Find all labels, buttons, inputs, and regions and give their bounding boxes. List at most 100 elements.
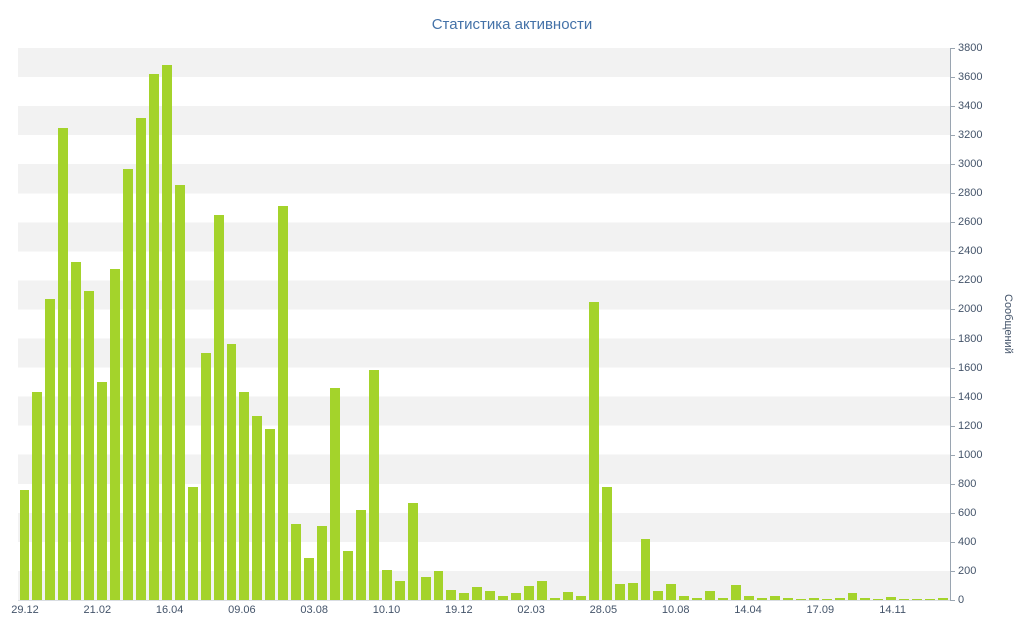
x-axis-label: 28.05 <box>589 604 618 616</box>
bar <box>84 290 95 600</box>
y-axis-label: 3800 <box>958 42 983 54</box>
bar <box>562 592 573 600</box>
y-axis-tick <box>950 483 955 485</box>
bar <box>407 502 418 600</box>
bar <box>731 585 741 600</box>
y-axis-tick <box>950 135 955 137</box>
bar <box>808 598 819 600</box>
bar <box>394 581 405 600</box>
bar <box>239 392 250 600</box>
y-axis-label: 2800 <box>958 187 983 200</box>
y-axis-label: 3000 <box>958 158 983 171</box>
bar <box>330 387 340 600</box>
bar <box>433 570 444 600</box>
y-axis-label: 1000 <box>958 448 983 461</box>
x-axis-label: 10.08 <box>661 604 690 616</box>
bar <box>847 592 858 600</box>
x-axis-label: 17.09 <box>806 604 835 616</box>
bar <box>601 486 612 600</box>
bar <box>769 596 780 600</box>
bar <box>187 486 198 600</box>
bar <box>368 370 379 600</box>
plot-area <box>18 48 950 601</box>
y-axis-tick <box>950 106 955 108</box>
y-axis-tick <box>950 222 955 224</box>
y-axis-label: 2400 <box>958 245 983 258</box>
x-axis-label: 03.08 <box>300 604 328 616</box>
x-axis-label: 14.04 <box>734 604 762 616</box>
x-axis-label: 14.11 <box>879 604 906 616</box>
bar <box>925 598 936 600</box>
y-axis-label: 1200 <box>958 419 983 432</box>
bar <box>304 557 315 600</box>
bar <box>614 584 625 600</box>
bar <box>200 353 211 600</box>
bar <box>679 596 690 600</box>
y-axis-label: 800 <box>958 477 977 490</box>
y-axis-line <box>950 48 951 601</box>
y-axis-tick <box>950 251 955 253</box>
bar <box>524 586 534 600</box>
bar <box>938 597 948 600</box>
y-axis-label: 1400 <box>958 390 983 403</box>
bar <box>640 539 651 600</box>
y-axis-tick <box>950 512 955 514</box>
bar <box>446 589 457 600</box>
bar <box>459 592 470 600</box>
bar <box>97 382 108 600</box>
y-axis-tick <box>950 454 955 456</box>
bar <box>537 581 547 600</box>
y-axis-label: 1600 <box>958 361 983 374</box>
bar <box>148 74 159 600</box>
x-axis-label: 19.12 <box>445 604 473 616</box>
bar <box>355 509 366 600</box>
y-axis-tick <box>950 541 955 543</box>
bar <box>899 598 910 600</box>
bar <box>653 591 664 600</box>
bar <box>472 586 483 600</box>
bar <box>756 597 767 600</box>
bar <box>782 597 793 600</box>
x-axis-label: 21.02 <box>83 604 112 616</box>
y-axis-label: 3400 <box>958 100 983 113</box>
y-axis-tick <box>950 48 955 49</box>
y-axis-label: 2000 <box>958 303 983 316</box>
y-axis-title: Сообщений <box>1002 294 1014 354</box>
bar <box>886 597 897 600</box>
bar <box>123 168 133 600</box>
bar <box>71 261 82 600</box>
x-axis-label: 10.10 <box>372 604 401 616</box>
chart-title: Статистика активности <box>431 16 593 33</box>
bar <box>110 268 120 600</box>
bar <box>744 595 754 600</box>
y-axis-tick <box>950 367 955 369</box>
y-axis-tick <box>950 338 955 340</box>
bar <box>174 184 185 600</box>
bar <box>226 344 237 600</box>
y-axis-label: 200 <box>958 564 977 577</box>
bar <box>549 597 560 600</box>
y-axis-tick <box>950 164 955 166</box>
bar <box>821 598 832 600</box>
y-axis-label: 2600 <box>958 216 983 229</box>
y-axis-tick <box>950 600 955 601</box>
y-axis-tick <box>950 309 955 311</box>
y-axis-label: 3200 <box>958 129 983 142</box>
bar <box>588 302 599 600</box>
bar <box>692 597 703 600</box>
y-axis-tick <box>950 280 955 282</box>
bar <box>58 127 69 600</box>
bar <box>627 582 638 600</box>
bar <box>912 599 923 600</box>
y-axis-label: 600 <box>958 506 977 519</box>
bar <box>420 576 431 600</box>
bar <box>485 591 496 600</box>
bar <box>834 597 845 600</box>
bar <box>135 117 146 600</box>
bar <box>511 593 522 600</box>
bar <box>873 598 884 600</box>
bars-container <box>18 48 950 600</box>
bar <box>498 596 509 600</box>
y-axis-label: 1800 <box>958 332 983 345</box>
